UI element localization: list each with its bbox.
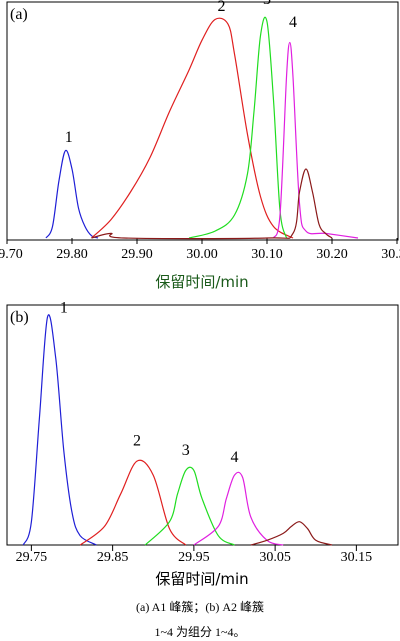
caption-line-2: 1~4 为组分 1~4。 (154, 625, 246, 639)
x-tick-label: 29.85 (97, 550, 129, 565)
x-tick-label: 30.05 (259, 550, 291, 565)
series-line-4 (272, 41, 359, 239)
series-line-3 (188, 16, 288, 239)
plot-frame (6, 304, 399, 546)
series-line-3 (144, 466, 235, 546)
x-tick-label: 30.15 (341, 550, 373, 565)
plot-frame (6, 1, 399, 241)
x-tick-label: 30.20 (316, 247, 348, 262)
series-line-4 (193, 471, 284, 546)
chart-panel-b: (b) 29.75 29.85 29.95 30.05 30.15 1 2 3 4 保留时间/min (6, 300, 399, 588)
x-tick-label: 29.95 (178, 550, 210, 565)
peak-label: 4 (289, 14, 297, 31)
x-tick-label: 30.10 (251, 247, 283, 262)
x-tick-label: 29.70 (0, 247, 23, 262)
peak-label: 4 (231, 449, 239, 466)
chart-panel-a: (a) 29.70 29.80 29.90 30.00 30.10 30.20 30.30 1 2… (0, 0, 400, 291)
x-axis-title: 保留时间/min (155, 273, 248, 291)
x-tick-label: 29.80 (56, 247, 88, 262)
series-line-2 (91, 17, 294, 239)
peak-label: 1 (65, 129, 73, 146)
peak-label: 3 (182, 442, 190, 459)
x-tick-label: 29.75 (16, 550, 48, 565)
caption-line-1: (a) A1 峰簇；(b) A2 峰簇 (136, 600, 264, 614)
x-tick-label: 30.30 (381, 247, 400, 262)
panel-label: (b) (10, 309, 29, 326)
x-tick-label: 29.90 (121, 247, 153, 262)
peak-label: 1 (60, 300, 68, 317)
series-line-unlabeled (250, 521, 333, 546)
x-tick-label: 30.00 (186, 247, 218, 262)
series-line-2 (79, 459, 187, 546)
series-line-1 (22, 314, 97, 546)
x-axis-title: 保留时间/min (155, 570, 248, 588)
series-line-unlabeled (91, 168, 333, 240)
peak-label: 3 (263, 0, 271, 8)
series-line-1 (45, 149, 99, 239)
peak-label: 2 (218, 0, 226, 15)
panel-label: (a) (10, 6, 28, 23)
peak-label: 2 (133, 432, 141, 449)
